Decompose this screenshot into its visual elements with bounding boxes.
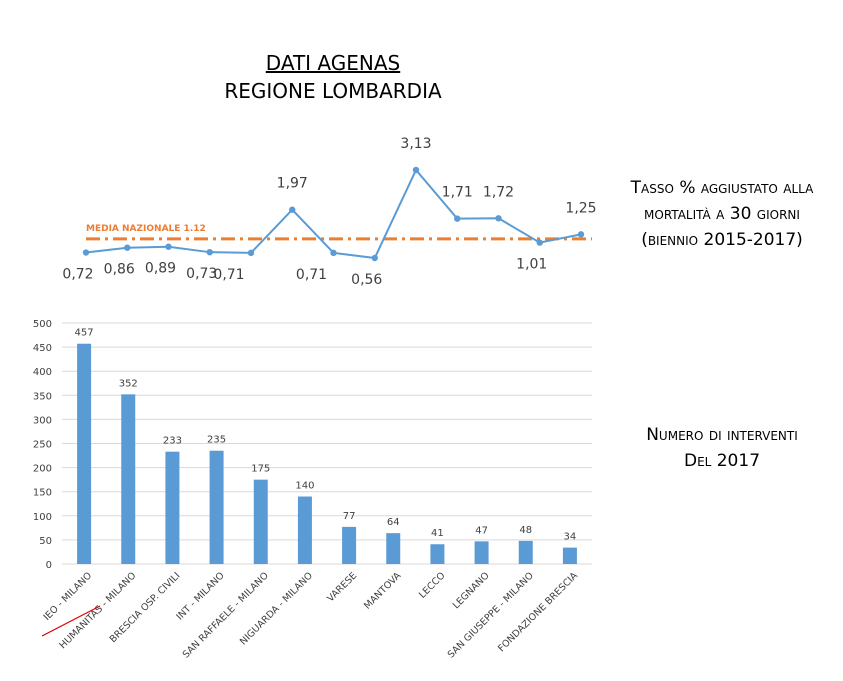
- y-tick-label: 0: [46, 560, 52, 571]
- point: [536, 239, 543, 246]
- point: [412, 166, 420, 174]
- x-tick-label: LECCO: [417, 570, 447, 600]
- bar: [562, 547, 577, 564]
- y-tick-label: 100: [33, 512, 52, 523]
- point: [124, 244, 131, 251]
- bar: [209, 450, 224, 564]
- caption: Tasso % aggiustato alla: [630, 178, 814, 198]
- line-series: [85, 168, 582, 260]
- bar: [386, 533, 401, 564]
- bar: [342, 526, 357, 564]
- y-tick-label: 200: [33, 464, 52, 475]
- value-label: 34: [564, 532, 577, 543]
- y-tick-label: 500: [33, 319, 52, 330]
- y-tick-label: 300: [33, 415, 52, 426]
- value-label: 1,72: [483, 184, 514, 200]
- point: [206, 248, 213, 256]
- value-label: 457: [75, 328, 94, 339]
- x-tick-label: NIGUARDA - MILANO: [238, 570, 315, 647]
- bar: [165, 451, 180, 564]
- x-tick-label: SAN GIUSEPPE - MILANO: [446, 570, 536, 660]
- reference-label: MEDIA NAZIONALE 1.12: [86, 224, 206, 234]
- value-label: 0,73: [186, 266, 217, 282]
- x-tick-label: LEGNANO: [451, 570, 492, 611]
- highlight-underline: [41, 605, 101, 637]
- value-label: 0,86: [104, 262, 135, 278]
- value-label: 140: [295, 481, 314, 492]
- point: [330, 249, 337, 257]
- slide-subtitle: REGIONE LOMBARDIA: [224, 79, 442, 103]
- value-label: 1,01: [516, 257, 547, 273]
- value-label: 47: [475, 525, 488, 536]
- value-label: 48: [519, 525, 532, 536]
- point: [577, 231, 585, 238]
- value-label: 0,89: [145, 261, 176, 277]
- value-label: 64: [387, 517, 400, 528]
- y-tick-label: 400: [33, 367, 52, 378]
- value-label: 0,71: [296, 267, 327, 283]
- x-tick-label: SAN RAFFAELE - MILANO: [181, 570, 271, 660]
- value-label: 41: [431, 528, 444, 539]
- y-tick-label: 350: [33, 391, 52, 402]
- x-tick-label: FONDAZIONE BRESCIA: [496, 570, 580, 654]
- point: [289, 206, 296, 213]
- y-tick-label: 450: [33, 343, 52, 354]
- caption: mortalità a 30 giorni: [644, 204, 800, 224]
- point: [454, 215, 461, 222]
- value-label: 233: [163, 436, 182, 447]
- value-label: 77: [343, 511, 356, 522]
- bar: [121, 394, 136, 564]
- point: [165, 243, 172, 250]
- y-tick-label: 50: [39, 536, 52, 547]
- caption: Del 2017: [684, 451, 760, 471]
- value-label: 3,13: [400, 136, 431, 152]
- value-label: 352: [119, 378, 138, 389]
- value-label: 175: [251, 464, 270, 475]
- bar: [77, 343, 92, 564]
- bar: [518, 540, 533, 564]
- x-tick-label: HUMANITAS - MILANO: [58, 570, 139, 651]
- x-tick-label: VARESE: [325, 570, 359, 604]
- point: [371, 254, 378, 262]
- value-label: 0,56: [351, 272, 382, 288]
- value-label: 1,97: [277, 176, 308, 192]
- x-tick-label: MANTOVA: [362, 570, 404, 612]
- bar: [430, 544, 445, 564]
- bar: [253, 479, 268, 564]
- point: [82, 249, 90, 256]
- y-tick-label: 250: [33, 440, 52, 451]
- value-label: 0,72: [62, 267, 93, 283]
- point: [247, 249, 255, 257]
- bar: [474, 541, 489, 564]
- y-tick-label: 150: [33, 488, 52, 499]
- value-label: 235: [207, 435, 226, 446]
- point: [495, 215, 502, 222]
- caption: Numero di interventi: [646, 425, 798, 445]
- value-label: 1,71: [442, 185, 473, 201]
- slide-title: DATI AGENAS: [266, 51, 400, 75]
- value-label: 0,71: [213, 267, 244, 283]
- bar: [297, 496, 312, 564]
- caption: (biennio 2015-2017): [641, 230, 803, 250]
- value-label: 1,25: [565, 200, 596, 216]
